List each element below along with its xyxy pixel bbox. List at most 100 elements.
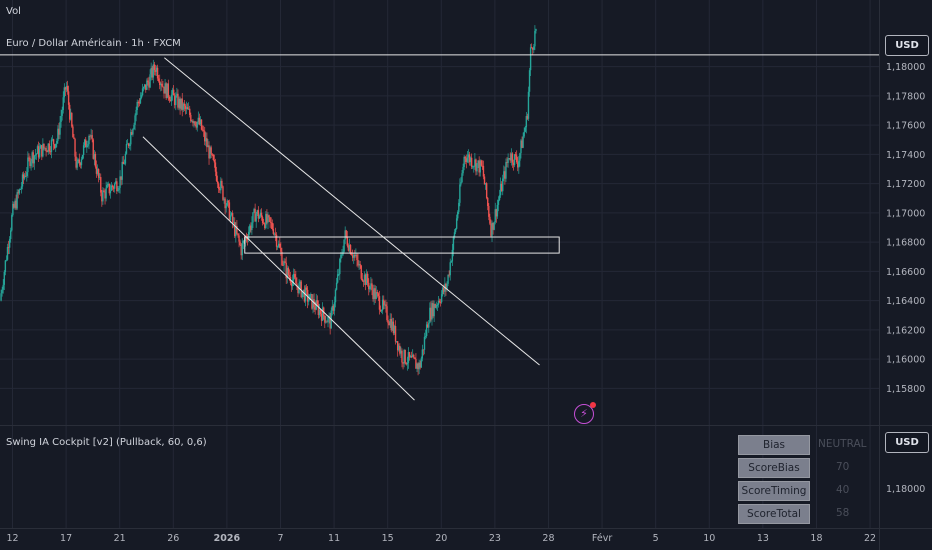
candle-body bbox=[104, 191, 106, 199]
candle-body bbox=[261, 217, 264, 223]
price-axis[interactable]: 1,18000 1,17800 1,17600 1,17400 1,17200 1,170… bbox=[886, 62, 925, 395]
candle-body bbox=[13, 203, 15, 208]
candle-body bbox=[344, 230, 346, 240]
candle-body bbox=[414, 357, 416, 360]
candle-body bbox=[320, 313, 323, 321]
time-axis[interactable]: 12 17 21 26 2026 7 11 15 20 23 28 Févr 5 10 13 18 22 bbox=[6, 533, 876, 544]
candle-body bbox=[458, 202, 460, 212]
candle-body bbox=[38, 148, 41, 158]
candle-body bbox=[361, 278, 364, 281]
candle-body bbox=[150, 67, 152, 75]
candle-body bbox=[33, 155, 36, 164]
candle-body bbox=[16, 192, 18, 209]
candle-body bbox=[48, 143, 51, 152]
candle-body bbox=[321, 307, 324, 321]
candle-body bbox=[436, 304, 439, 306]
candle-body bbox=[388, 323, 390, 326]
candle-body bbox=[5, 259, 8, 261]
candle-body bbox=[435, 305, 437, 308]
candle-body bbox=[283, 261, 285, 266]
candle-body bbox=[100, 177, 102, 193]
candle-body bbox=[75, 156, 77, 168]
candle-body bbox=[223, 198, 225, 200]
drawings[interactable] bbox=[0, 54, 879, 401]
candle-body bbox=[374, 288, 376, 299]
candle-body bbox=[4, 260, 7, 272]
candle-body bbox=[77, 159, 79, 162]
candle-body bbox=[358, 264, 360, 266]
candle-body bbox=[448, 274, 450, 276]
time-tick-label: 12 bbox=[6, 533, 18, 544]
lightning-icon[interactable]: ⚡ bbox=[574, 402, 596, 424]
candle-body bbox=[208, 145, 210, 159]
candle-body bbox=[23, 175, 26, 179]
candle-body bbox=[197, 117, 200, 122]
alert-dot bbox=[590, 402, 596, 408]
candle-body bbox=[325, 321, 327, 323]
candle-body bbox=[10, 230, 12, 240]
indicator-table-value: 70 bbox=[836, 461, 850, 473]
candle-body bbox=[260, 212, 263, 218]
candle-body bbox=[220, 180, 222, 191]
candle-body bbox=[428, 322, 430, 328]
price-tick-label: 1,16400 bbox=[886, 296, 925, 307]
indicator-table-value: 58 bbox=[836, 507, 850, 519]
candle-body bbox=[123, 163, 126, 165]
candle-body bbox=[333, 302, 336, 311]
candle-body bbox=[437, 300, 440, 305]
candle-body bbox=[187, 108, 190, 110]
candle-body bbox=[422, 349, 425, 351]
candle-body bbox=[404, 349, 406, 364]
candle-body bbox=[285, 262, 287, 279]
channel-lower-line[interactable] bbox=[142, 136, 415, 401]
candle-body bbox=[76, 161, 78, 168]
candle-body bbox=[387, 320, 389, 324]
candle-body bbox=[130, 132, 132, 145]
candle-body bbox=[282, 265, 284, 266]
candle-body bbox=[21, 174, 24, 187]
candle-body bbox=[452, 236, 455, 250]
candle-body bbox=[51, 139, 54, 141]
candle-body bbox=[83, 139, 86, 146]
candle-body bbox=[31, 152, 33, 162]
candle-body bbox=[255, 213, 257, 222]
candle-body bbox=[419, 362, 421, 368]
candle-body bbox=[403, 349, 405, 364]
candle-body bbox=[89, 135, 91, 137]
candle-body bbox=[363, 274, 366, 282]
candle-body bbox=[68, 104, 71, 120]
candle-body bbox=[168, 96, 171, 100]
candle-body bbox=[192, 120, 194, 124]
candle-body bbox=[381, 299, 384, 311]
candle-body bbox=[229, 215, 232, 221]
zone-rectangle[interactable] bbox=[244, 236, 560, 254]
candle-body bbox=[445, 283, 447, 290]
candle-body bbox=[356, 254, 358, 261]
candle-body bbox=[433, 303, 435, 317]
currency-button[interactable]: USD bbox=[885, 35, 929, 56]
indicator-currency-button[interactable]: USD bbox=[885, 432, 929, 453]
candle-body bbox=[1, 289, 3, 294]
candle-body bbox=[177, 93, 179, 108]
candle-body bbox=[14, 200, 16, 208]
candle-body bbox=[81, 154, 84, 160]
candle-body bbox=[30, 161, 32, 167]
channel-upper-line[interactable] bbox=[164, 57, 540, 366]
candle-body bbox=[155, 67, 158, 72]
candle-body bbox=[312, 299, 314, 309]
candle-body bbox=[402, 362, 404, 364]
candle-body bbox=[269, 217, 271, 223]
candle-body bbox=[345, 230, 347, 237]
candle-body bbox=[438, 300, 441, 303]
time-tick-label: 17 bbox=[60, 533, 72, 544]
price-tick-label: 1,17800 bbox=[886, 91, 925, 102]
candle-body bbox=[392, 321, 395, 334]
candle-body bbox=[3, 271, 5, 285]
candle-body bbox=[394, 325, 397, 342]
candle-body bbox=[45, 147, 47, 152]
candle-body bbox=[22, 174, 25, 179]
candle-body bbox=[434, 303, 436, 308]
candle-body bbox=[219, 188, 221, 191]
candle-body bbox=[246, 239, 249, 240]
